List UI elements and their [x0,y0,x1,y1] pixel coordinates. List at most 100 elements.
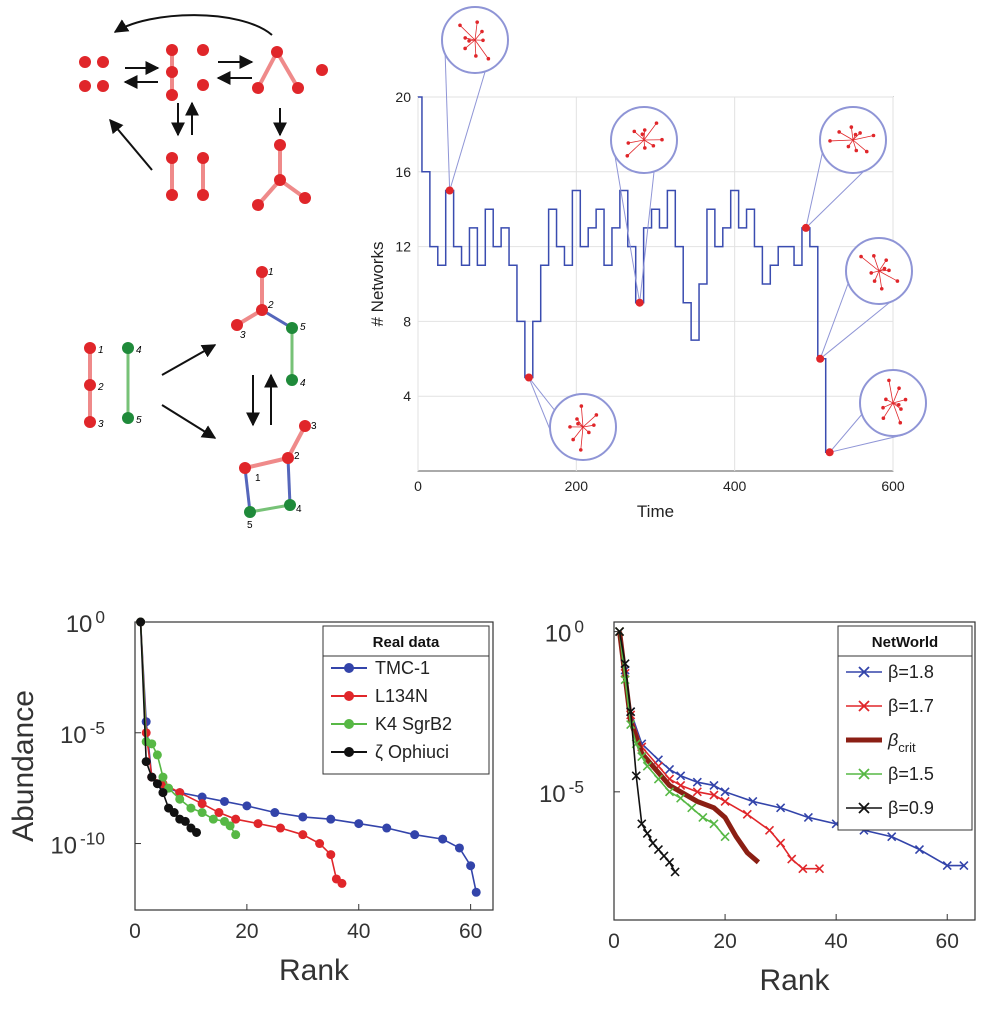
data-point [798,864,808,874]
inset-connector [805,171,864,229]
data-point [169,808,179,818]
inset-edge [882,402,894,409]
inset-node [643,146,647,150]
data-point [664,764,675,774]
data-point [270,808,280,818]
data-point [637,752,647,762]
data-point [326,850,336,860]
y-axis-label: Abundance [7,690,40,842]
inset-node [640,132,645,137]
inset-node [871,133,876,138]
data-point [231,814,241,824]
real-data-chart: 0 20 40 60 10 0 10 -5 10 -10 Rank Abundance Real dat… [7,607,494,987]
x-tick-label: 400 [723,478,747,494]
y-axis-label: # Networks [368,241,387,326]
data-point [814,864,825,874]
legend-label: β=1.8 [888,662,934,682]
data-point [709,790,719,800]
inset-node [480,29,484,34]
inset-edge [873,255,880,272]
data-point [225,821,235,831]
data-point [136,617,146,627]
inset-node [879,286,884,291]
inset-edge [874,270,880,282]
data-point [141,757,151,767]
inset-edge [628,139,645,144]
inset-connector [829,412,864,453]
data-point [709,819,719,829]
time-series-chart: 0 200 400 600 4 8 12 16 20 Time # Networks [368,6,927,521]
inset-node [632,129,637,134]
data-point [620,659,630,669]
data-point [631,771,641,781]
x-axis-label: Rank [759,964,830,997]
inset-node [887,378,891,383]
inset-edge [883,402,894,419]
data-point [720,832,730,842]
inset-edge [850,127,854,141]
data-point [742,809,752,819]
node-label: 1 [98,345,104,356]
legend-label: ζ Ophiuci [375,742,449,762]
data-point [720,787,730,797]
y-tick-label: 4 [403,388,411,404]
inset-edge [860,256,880,272]
inset-node [858,131,862,135]
data-point [231,830,241,840]
inset-edge [627,139,645,157]
inset-connector [805,149,824,229]
inset-node [575,417,579,421]
inset-node [467,39,471,43]
inset-node [594,413,599,417]
highlight-point [801,223,810,232]
data-point [676,793,686,803]
arrow-down-right [161,404,217,439]
inset-connector [639,171,655,303]
inset-edge [643,122,657,141]
inset-edge [892,402,901,423]
data-point [687,803,697,813]
data-point [787,854,797,864]
highlight-point [816,354,825,363]
inset-node [626,141,631,145]
inset-edge [852,139,868,152]
highlight-point [635,298,644,307]
data-point [748,796,758,807]
inset-edge [464,39,476,49]
data-point [326,814,336,824]
data-point [776,803,786,813]
inset-edge [643,139,654,147]
data-point [152,779,162,789]
inset-node [896,402,901,407]
inset-node [571,437,575,442]
inset-edge [838,131,854,141]
inset-edge [878,270,898,282]
inset-node [884,397,888,402]
node-label: 2 [267,300,274,311]
legend-label: L134N [375,686,428,706]
inset-edge [852,135,874,141]
data-point [175,788,185,798]
y-tick-label: 16 [395,164,411,180]
x-tick-label: 20 [713,930,736,953]
data-point [382,823,392,833]
legend-marker [344,663,354,673]
data-point [298,812,308,822]
data-point [438,834,448,844]
data-point [664,787,675,797]
inset-node [587,430,591,435]
inset-edge [634,131,645,141]
inset-node [864,149,869,154]
graph-red-chain: 1 2 3 [84,342,104,430]
inset-connector [819,280,850,359]
data-point [454,843,464,853]
inset-node [869,271,874,275]
inset-node [872,254,876,258]
data-point [642,828,652,839]
node-label: 2 [294,451,300,462]
data-point [692,787,702,797]
inset-node [872,279,877,283]
y-tick-label: 8 [403,313,411,329]
data-point [253,819,263,829]
node-label: 3 [240,330,246,341]
